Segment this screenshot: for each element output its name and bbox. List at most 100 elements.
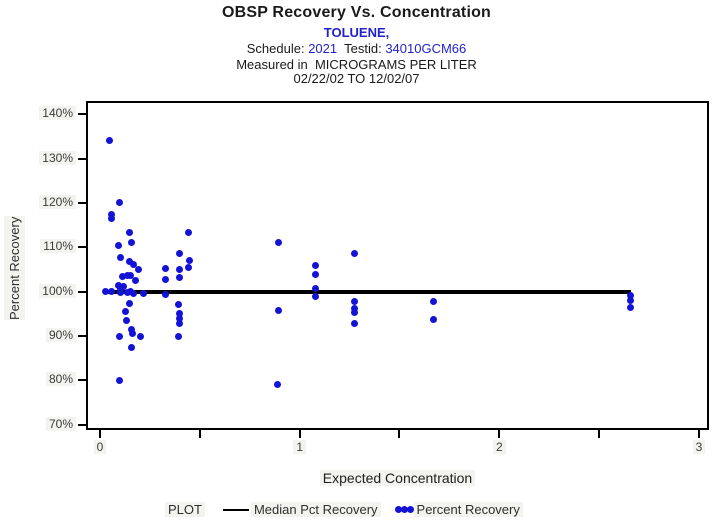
data-point [108, 210, 116, 218]
measured-in-line: Measured in MICROGRAMS PER LITER [236, 57, 477, 72]
data-point [175, 309, 183, 317]
x-tick-mark [498, 430, 501, 438]
data-point [132, 277, 140, 285]
data-point [140, 290, 148, 298]
x-tick-mark [98, 430, 101, 438]
scatter-dots-swatch-icon [394, 506, 414, 513]
data-point [128, 343, 136, 351]
data-point [115, 242, 123, 250]
y-tick-mark [78, 335, 86, 337]
data-point [130, 260, 138, 268]
y-tick-mark [78, 246, 86, 249]
data-point [120, 283, 128, 291]
data-point [126, 299, 134, 307]
data-point [115, 377, 123, 385]
testid-value: 34010GCM66 [385, 41, 467, 56]
data-point [176, 265, 184, 273]
chart-legend: PLOT Median Pct Recovery Percent Recover… [165, 501, 523, 518]
data-point [351, 309, 359, 317]
y-tick-label: 140% [30, 106, 76, 121]
data-point [117, 289, 125, 297]
data-point [429, 316, 437, 324]
y-tick-mark [78, 201, 86, 204]
data-point [128, 238, 136, 246]
data-point [108, 215, 116, 223]
legend-median-label: Median Pct Recovery [250, 502, 381, 517]
data-point [126, 228, 134, 236]
data-point [626, 303, 634, 311]
y-tick-label: 90% [30, 328, 76, 342]
y-tick-label: 100% [30, 283, 76, 298]
data-point [351, 298, 359, 306]
data-point [121, 307, 129, 315]
data-point [311, 285, 319, 293]
data-point [137, 332, 145, 340]
y-tick-label: 130% [30, 150, 76, 165]
y-axis-title: Percent Recovery [4, 198, 25, 338]
data-point [117, 285, 125, 293]
data-point [351, 250, 359, 258]
schedule-label: Schedule: [246, 41, 305, 56]
data-point [117, 254, 125, 262]
data-point [130, 289, 138, 297]
data-point [127, 271, 135, 279]
data-point [185, 256, 193, 264]
data-point [102, 288, 110, 296]
data-point [129, 330, 137, 338]
x-tick-label: 0 [80, 440, 120, 454]
data-point [184, 229, 192, 237]
y-tick-mark [78, 290, 86, 293]
data-point [274, 238, 282, 246]
y-tick-label: 110% [30, 239, 76, 254]
page-title: OBSP Recovery Vs. Concentration [221, 4, 492, 21]
y-tick-label: 70% [30, 416, 76, 431]
data-point [128, 325, 136, 333]
data-point [126, 258, 134, 266]
median-line-swatch-icon [222, 508, 249, 511]
data-point [626, 297, 634, 305]
data-point [351, 305, 359, 312]
y-tick-mark [78, 379, 86, 382]
data-point [115, 281, 123, 289]
y-tick-label: 80% [30, 372, 76, 387]
data-point [429, 298, 437, 306]
data-point [175, 320, 183, 328]
data-point [351, 319, 359, 327]
y-tick-label: 120% [30, 194, 76, 209]
data-point [175, 300, 183, 308]
data-point [176, 250, 184, 258]
x-tick-label: 3 [679, 440, 713, 454]
schedule-line: Schedule: 2021 Testid: 34010GCM66 [0, 41, 713, 56]
testid-label: Testid: [344, 41, 382, 56]
data-point [161, 265, 169, 273]
data-point [175, 315, 183, 323]
data-point [184, 264, 192, 272]
legend-percent-label: Percent Recovery [413, 502, 523, 517]
x-minor-tick-mark [598, 430, 601, 438]
median-line [103, 289, 632, 294]
x-tick-label: 2 [479, 440, 519, 454]
data-point [274, 381, 282, 389]
x-tick-mark [698, 430, 701, 438]
data-point [175, 333, 183, 341]
data-point [135, 266, 143, 274]
data-point [116, 199, 124, 207]
x-tick-mark [298, 430, 301, 438]
date-range-line: 02/22/02 TO 12/02/07 [293, 71, 420, 86]
x-minor-tick-mark [198, 430, 201, 438]
y-tick-mark [78, 157, 86, 160]
data-point [176, 274, 184, 282]
data-point [274, 307, 282, 315]
data-point [118, 272, 126, 280]
data-point [311, 293, 319, 301]
data-point [161, 290, 169, 298]
data-point [123, 317, 131, 325]
legend-plot-label: PLOT [165, 502, 205, 517]
x-tick-label: 1 [280, 440, 320, 454]
data-point [626, 292, 634, 300]
data-point [106, 137, 114, 145]
x-minor-tick-mark [398, 430, 401, 438]
data-point [115, 333, 123, 341]
data-point [311, 261, 319, 269]
